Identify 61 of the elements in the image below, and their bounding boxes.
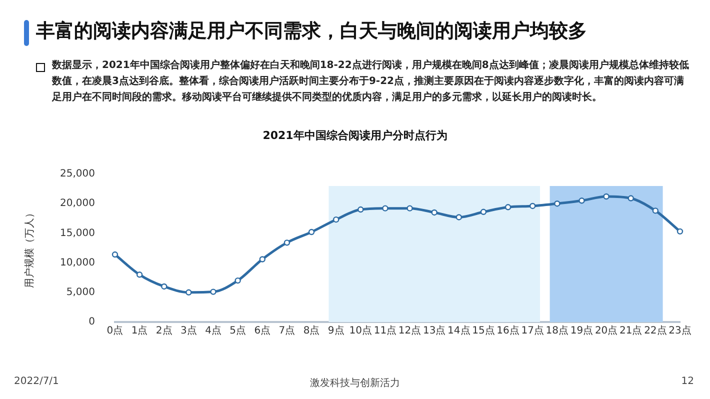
x-tick-label: 17点 [521, 324, 544, 337]
x-tick-label: 0点 [106, 324, 124, 337]
x-tick-label: 11点 [374, 324, 397, 337]
text: 激发科技与创新活力 [310, 378, 400, 389]
point [456, 214, 462, 220]
x-tick-label: 14点 [448, 324, 470, 337]
point [578, 198, 585, 204]
x-tick-label: 6点 [254, 324, 271, 337]
point [406, 205, 413, 212]
point [431, 209, 438, 216]
point [161, 283, 168, 290]
x-tick-label: 15点 [472, 324, 495, 337]
y-tick-label: 15,000 [60, 228, 95, 239]
x-tick-label: 7点 [278, 324, 296, 337]
point [284, 240, 290, 246]
point [136, 272, 143, 278]
point [234, 277, 241, 284]
x-tick-label: 18点 [546, 324, 569, 337]
point [628, 195, 634, 202]
y-tick-label: 20,000 [60, 198, 95, 210]
x-tick-label: 10点 [349, 324, 372, 337]
text: 数据显示，2021年中国综合阅读用户整体偏好在白天和晚间18-22点进行阅读，用户规模在晚间8点达到峰值；凌晨阅读用户规模总体维持较低数值，在凌晨3点达到谷底。整体看，综合阅读用户活跃时间主要分布于9-22点，推测主要原因在于阅读内容逐步数字化，丰富的阅读内容可满足用户在不同时间段的需求。移动阅读平台可继续提供不同类型的优质内容，满足用户的多元需求，以延长用户的阅读时长。 [52, 58, 690, 105]
y-tick-label: 10,000 [60, 257, 95, 268]
x-tick-label: 5点 [230, 324, 246, 337]
x-tick-label: 8点 [303, 324, 320, 337]
x-tick-label: 22点 [644, 324, 667, 337]
chart-title: 2021年中国综合阅读用户分时点行为 [262, 128, 448, 143]
x-tick-label: 20点 [594, 324, 618, 337]
point [332, 216, 340, 223]
point [530, 202, 536, 210]
y-tick-label: 25,000 [60, 168, 95, 180]
x-tick-label: 12点 [398, 324, 422, 337]
y-axis-title: 用户规模（万人） [24, 208, 36, 288]
text: 12 [681, 376, 694, 387]
y-tick-label: 5,000 [66, 286, 95, 298]
x-tick-label: 19点 [570, 324, 594, 337]
x-tick-label: 16点 [496, 324, 520, 337]
y-tick-label: 0 [88, 316, 95, 328]
point [480, 208, 487, 215]
text: 2022/7/1 [14, 376, 59, 387]
point [112, 251, 118, 258]
x-tick-label: 23点 [668, 324, 692, 337]
point [358, 206, 364, 213]
x-tick-label: 1点 [131, 324, 148, 337]
point [603, 193, 610, 200]
x-tick-label: 13点 [422, 324, 446, 337]
x-tick-label: 3点 [180, 324, 197, 337]
point [554, 200, 560, 207]
x-tick-label: 21点 [620, 324, 642, 337]
point [382, 205, 388, 212]
text: 丰富的阅读内容满足用户不同需求，白天与晚间的阅读用户均较多 [36, 19, 587, 44]
point [504, 204, 512, 210]
point [259, 256, 266, 262]
x-tick-label: 9点 [328, 324, 344, 337]
point [308, 228, 315, 236]
x-tick-label: 2点 [156, 324, 172, 337]
x-tick-label: 4点 [205, 324, 222, 337]
point [186, 289, 192, 296]
point [676, 228, 684, 235]
point [652, 208, 659, 214]
point [210, 288, 216, 295]
